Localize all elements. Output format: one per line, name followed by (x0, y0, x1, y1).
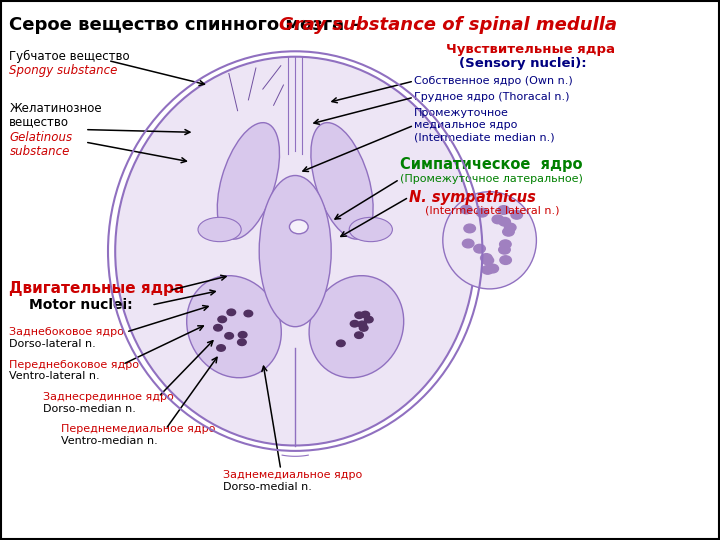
Ellipse shape (349, 217, 392, 241)
Circle shape (482, 266, 493, 274)
Text: Переднебоковое ядро: Переднебоковое ядро (9, 360, 140, 369)
Circle shape (359, 325, 368, 331)
Text: (Intermediate median n.): (Intermediate median n.) (414, 132, 554, 142)
Circle shape (364, 316, 373, 323)
Text: Промежуточное: Промежуточное (414, 109, 509, 118)
Circle shape (503, 227, 514, 236)
Circle shape (461, 205, 472, 214)
Text: Симпатическое  ядро: Симпатическое ядро (400, 157, 582, 172)
Text: Ventro-median n.: Ventro-median n. (61, 436, 158, 446)
Text: Gray substance of spinal medulla: Gray substance of spinal medulla (279, 16, 617, 34)
Circle shape (500, 256, 511, 265)
Text: Spongy substance: Spongy substance (9, 64, 118, 77)
Circle shape (358, 321, 366, 328)
Circle shape (351, 321, 359, 327)
Ellipse shape (198, 217, 241, 241)
Text: Собственное ядро (Own n.): Собственное ядро (Own n.) (414, 76, 572, 86)
Text: Dorso-lateral n.: Dorso-lateral n. (9, 339, 96, 349)
Circle shape (214, 325, 222, 331)
Ellipse shape (311, 123, 373, 239)
Text: Грудное ядро (Thoracal n.): Грудное ядро (Thoracal n.) (414, 92, 570, 102)
Circle shape (238, 339, 246, 346)
Circle shape (227, 309, 235, 315)
Circle shape (464, 224, 475, 233)
Text: Желатинозное: Желатинозное (9, 102, 102, 114)
Circle shape (336, 340, 345, 347)
Text: Губчатое вещество: Губчатое вещество (9, 50, 130, 63)
Circle shape (474, 245, 485, 253)
Text: Чувствительные ядра: Чувствительные ядра (446, 43, 616, 56)
Text: Заднемедиальное ядро: Заднемедиальное ядро (223, 470, 362, 480)
Text: substance: substance (9, 145, 70, 158)
Circle shape (289, 220, 308, 234)
Text: Переднемедиальное ядро: Переднемедиальное ядро (61, 424, 215, 434)
Text: вещество: вещество (9, 115, 69, 128)
Circle shape (244, 310, 253, 317)
Circle shape (218, 316, 227, 322)
Text: медиальное ядро: медиальное ядро (414, 120, 518, 130)
Text: (Промежуточное латеральное): (Промежуточное латеральное) (400, 174, 582, 184)
Circle shape (482, 256, 494, 265)
Text: Motor nuclei:: Motor nuclei: (29, 298, 132, 312)
Circle shape (477, 208, 488, 217)
Circle shape (355, 312, 364, 319)
Text: Заднебоковое ядро: Заднебоковое ядро (9, 327, 125, 337)
Circle shape (462, 239, 474, 248)
Text: Gelatinous: Gelatinous (9, 131, 73, 144)
Circle shape (499, 218, 510, 226)
Circle shape (505, 223, 516, 232)
Ellipse shape (259, 176, 331, 327)
Circle shape (480, 254, 492, 262)
Circle shape (487, 264, 498, 273)
Circle shape (238, 332, 247, 338)
Circle shape (499, 245, 510, 254)
Circle shape (355, 332, 364, 339)
Circle shape (361, 312, 369, 318)
Text: Dorso-medial n.: Dorso-medial n. (223, 482, 312, 492)
Circle shape (492, 215, 504, 224)
Text: (Sensory nuclei):: (Sensory nuclei): (459, 57, 587, 70)
Ellipse shape (309, 275, 404, 378)
Text: N. sympathicus: N. sympathicus (409, 190, 536, 205)
Text: Двигательные ядра: Двигательные ядра (9, 281, 184, 296)
Circle shape (498, 206, 510, 214)
Text: Dorso-median n.: Dorso-median n. (43, 404, 136, 414)
Circle shape (511, 211, 523, 219)
Ellipse shape (217, 123, 279, 239)
Ellipse shape (115, 57, 475, 446)
Text: Заднесрединное ядро: Заднесрединное ядро (43, 392, 174, 402)
Ellipse shape (443, 192, 536, 289)
Circle shape (217, 345, 225, 351)
Ellipse shape (186, 275, 282, 378)
Text: (Intermediate lateral n.): (Intermediate lateral n.) (425, 206, 559, 215)
Circle shape (225, 333, 233, 339)
Text: Серое вещество спинного мозга –: Серое вещество спинного мозга – (9, 16, 365, 34)
Text: Ventro-lateral n.: Ventro-lateral n. (9, 372, 100, 381)
Circle shape (500, 240, 511, 248)
